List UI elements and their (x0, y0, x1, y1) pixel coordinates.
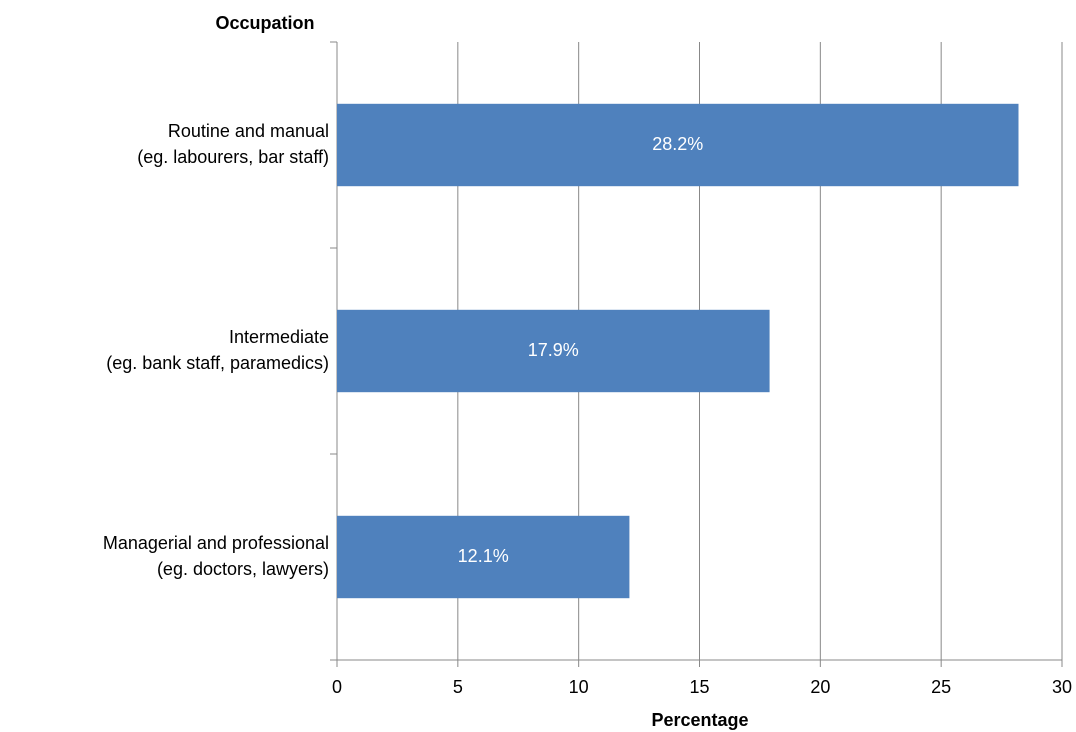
x-tick-label: 15 (689, 677, 709, 697)
y-tick-label: (eg. labourers, bar staff) (137, 147, 329, 167)
data-label: 17.9% (528, 340, 579, 360)
x-tick-label: 0 (332, 677, 342, 697)
data-label: 28.2% (652, 134, 703, 154)
y-tick-label: Managerial and professional (103, 533, 329, 553)
x-tick-label: 30 (1052, 677, 1072, 697)
bar (337, 309, 770, 393)
y-tick-label: Routine and manual (168, 121, 329, 141)
x-tick-label: 10 (569, 677, 589, 697)
y-tick-label: Intermediate (229, 327, 329, 347)
x-tick-label: 20 (810, 677, 830, 697)
y-axis-title: Occupation (215, 13, 314, 33)
data-label: 12.1% (458, 546, 509, 566)
y-tick-label: (eg. doctors, lawyers) (157, 559, 329, 579)
bar (337, 103, 1019, 187)
x-axis-title: Percentage (651, 710, 748, 730)
y-tick-label: (eg. bank staff, paramedics) (106, 353, 329, 373)
x-tick-label: 25 (931, 677, 951, 697)
bar (337, 515, 630, 599)
x-tick-label: 5 (453, 677, 463, 697)
